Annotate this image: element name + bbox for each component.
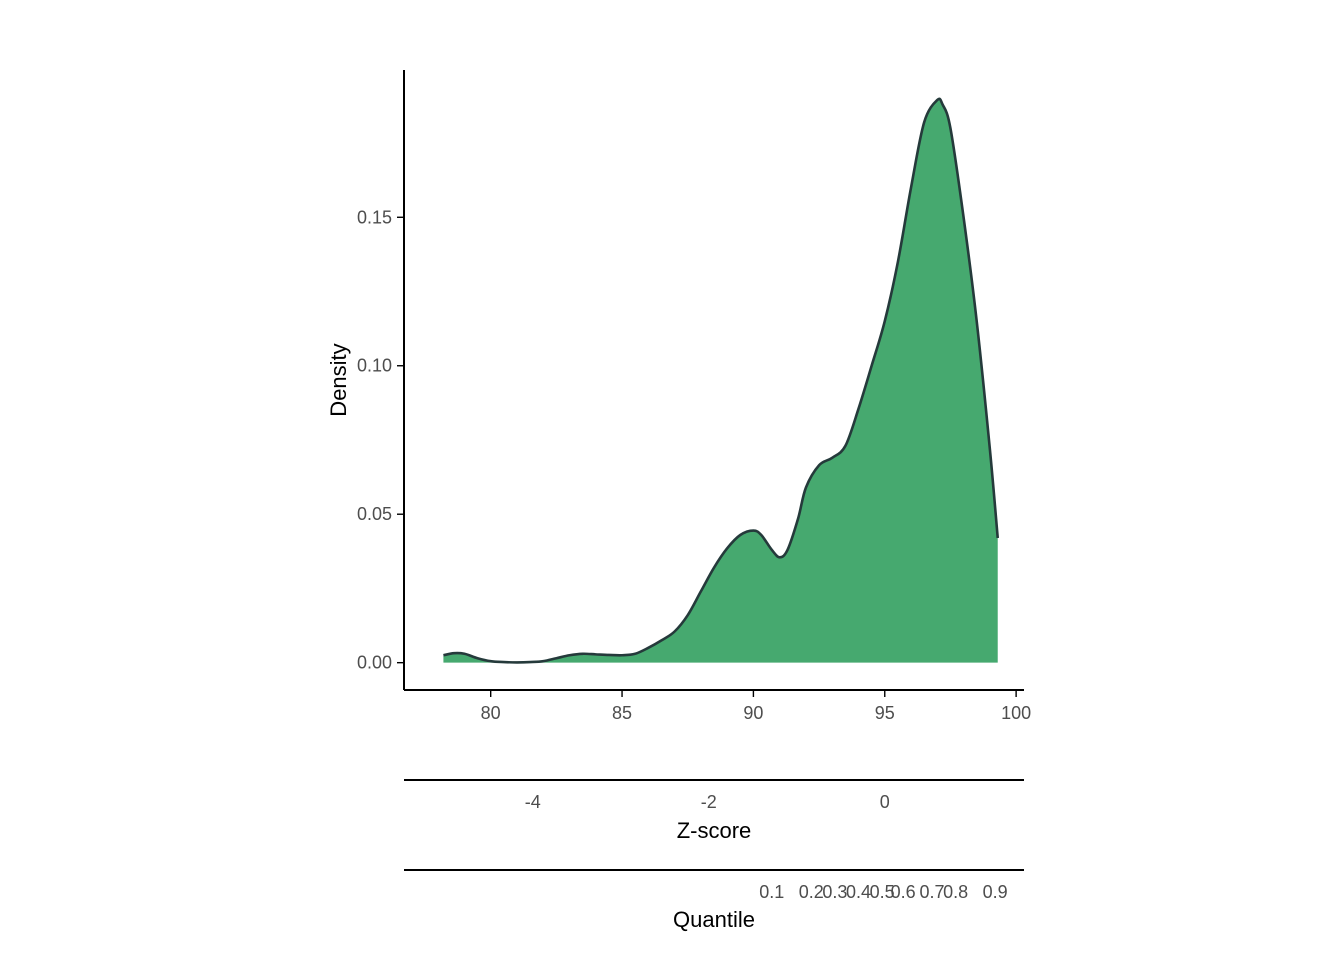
y-axis-title: Density (326, 343, 351, 416)
quantile-tick-label: 0.9 (983, 882, 1008, 902)
x-tick-label: 95 (875, 703, 895, 723)
x-axis-ticks: 80 85 90 95 100 (481, 690, 1031, 723)
z-score-tick-label: 0 (880, 792, 890, 812)
z-score-tick-label: -2 (701, 792, 717, 812)
quantile-axis-ticks: 0.1 0.20.30.40.50.6 0.70.8 0.9 (759, 882, 1007, 902)
x-tick-label: 90 (743, 703, 763, 723)
y-tick-label: 0.10 (357, 356, 392, 376)
z-score-axis-title: Z-score (677, 818, 752, 843)
y-axis-ticks: 0.00 0.05 0.10 0.15 (357, 207, 404, 673)
z-score-axis-ticks: -4 -2 0 (525, 792, 890, 812)
quantile-tick-label: 0.5 (870, 882, 895, 902)
quantile-tick-label: 0.7 (920, 882, 945, 902)
z-score-tick-label: -4 (525, 792, 541, 812)
quantile-tick-label: 0.6 (891, 882, 916, 902)
x-tick-label: 85 (612, 703, 632, 723)
y-tick-label: 0.05 (357, 504, 392, 524)
density-curve (443, 97, 1000, 664)
quantile-tick-label: 0.4 (846, 882, 871, 902)
quantile-tick-label: 0.2 (799, 882, 824, 902)
density-area (443, 98, 998, 663)
x-tick-label: 100 (1001, 703, 1031, 723)
y-tick-label: 0.15 (357, 207, 392, 227)
quantile-tick-label: 0.3 (822, 882, 847, 902)
y-tick-label: 0.00 (357, 653, 392, 673)
quantile-tick-label: 0.8 (943, 882, 968, 902)
quantile-tick-label: 0.1 (759, 882, 784, 902)
plot-area (443, 97, 1000, 664)
quantile-axis-title: Quantile (673, 907, 755, 932)
x-tick-label: 80 (481, 703, 501, 723)
